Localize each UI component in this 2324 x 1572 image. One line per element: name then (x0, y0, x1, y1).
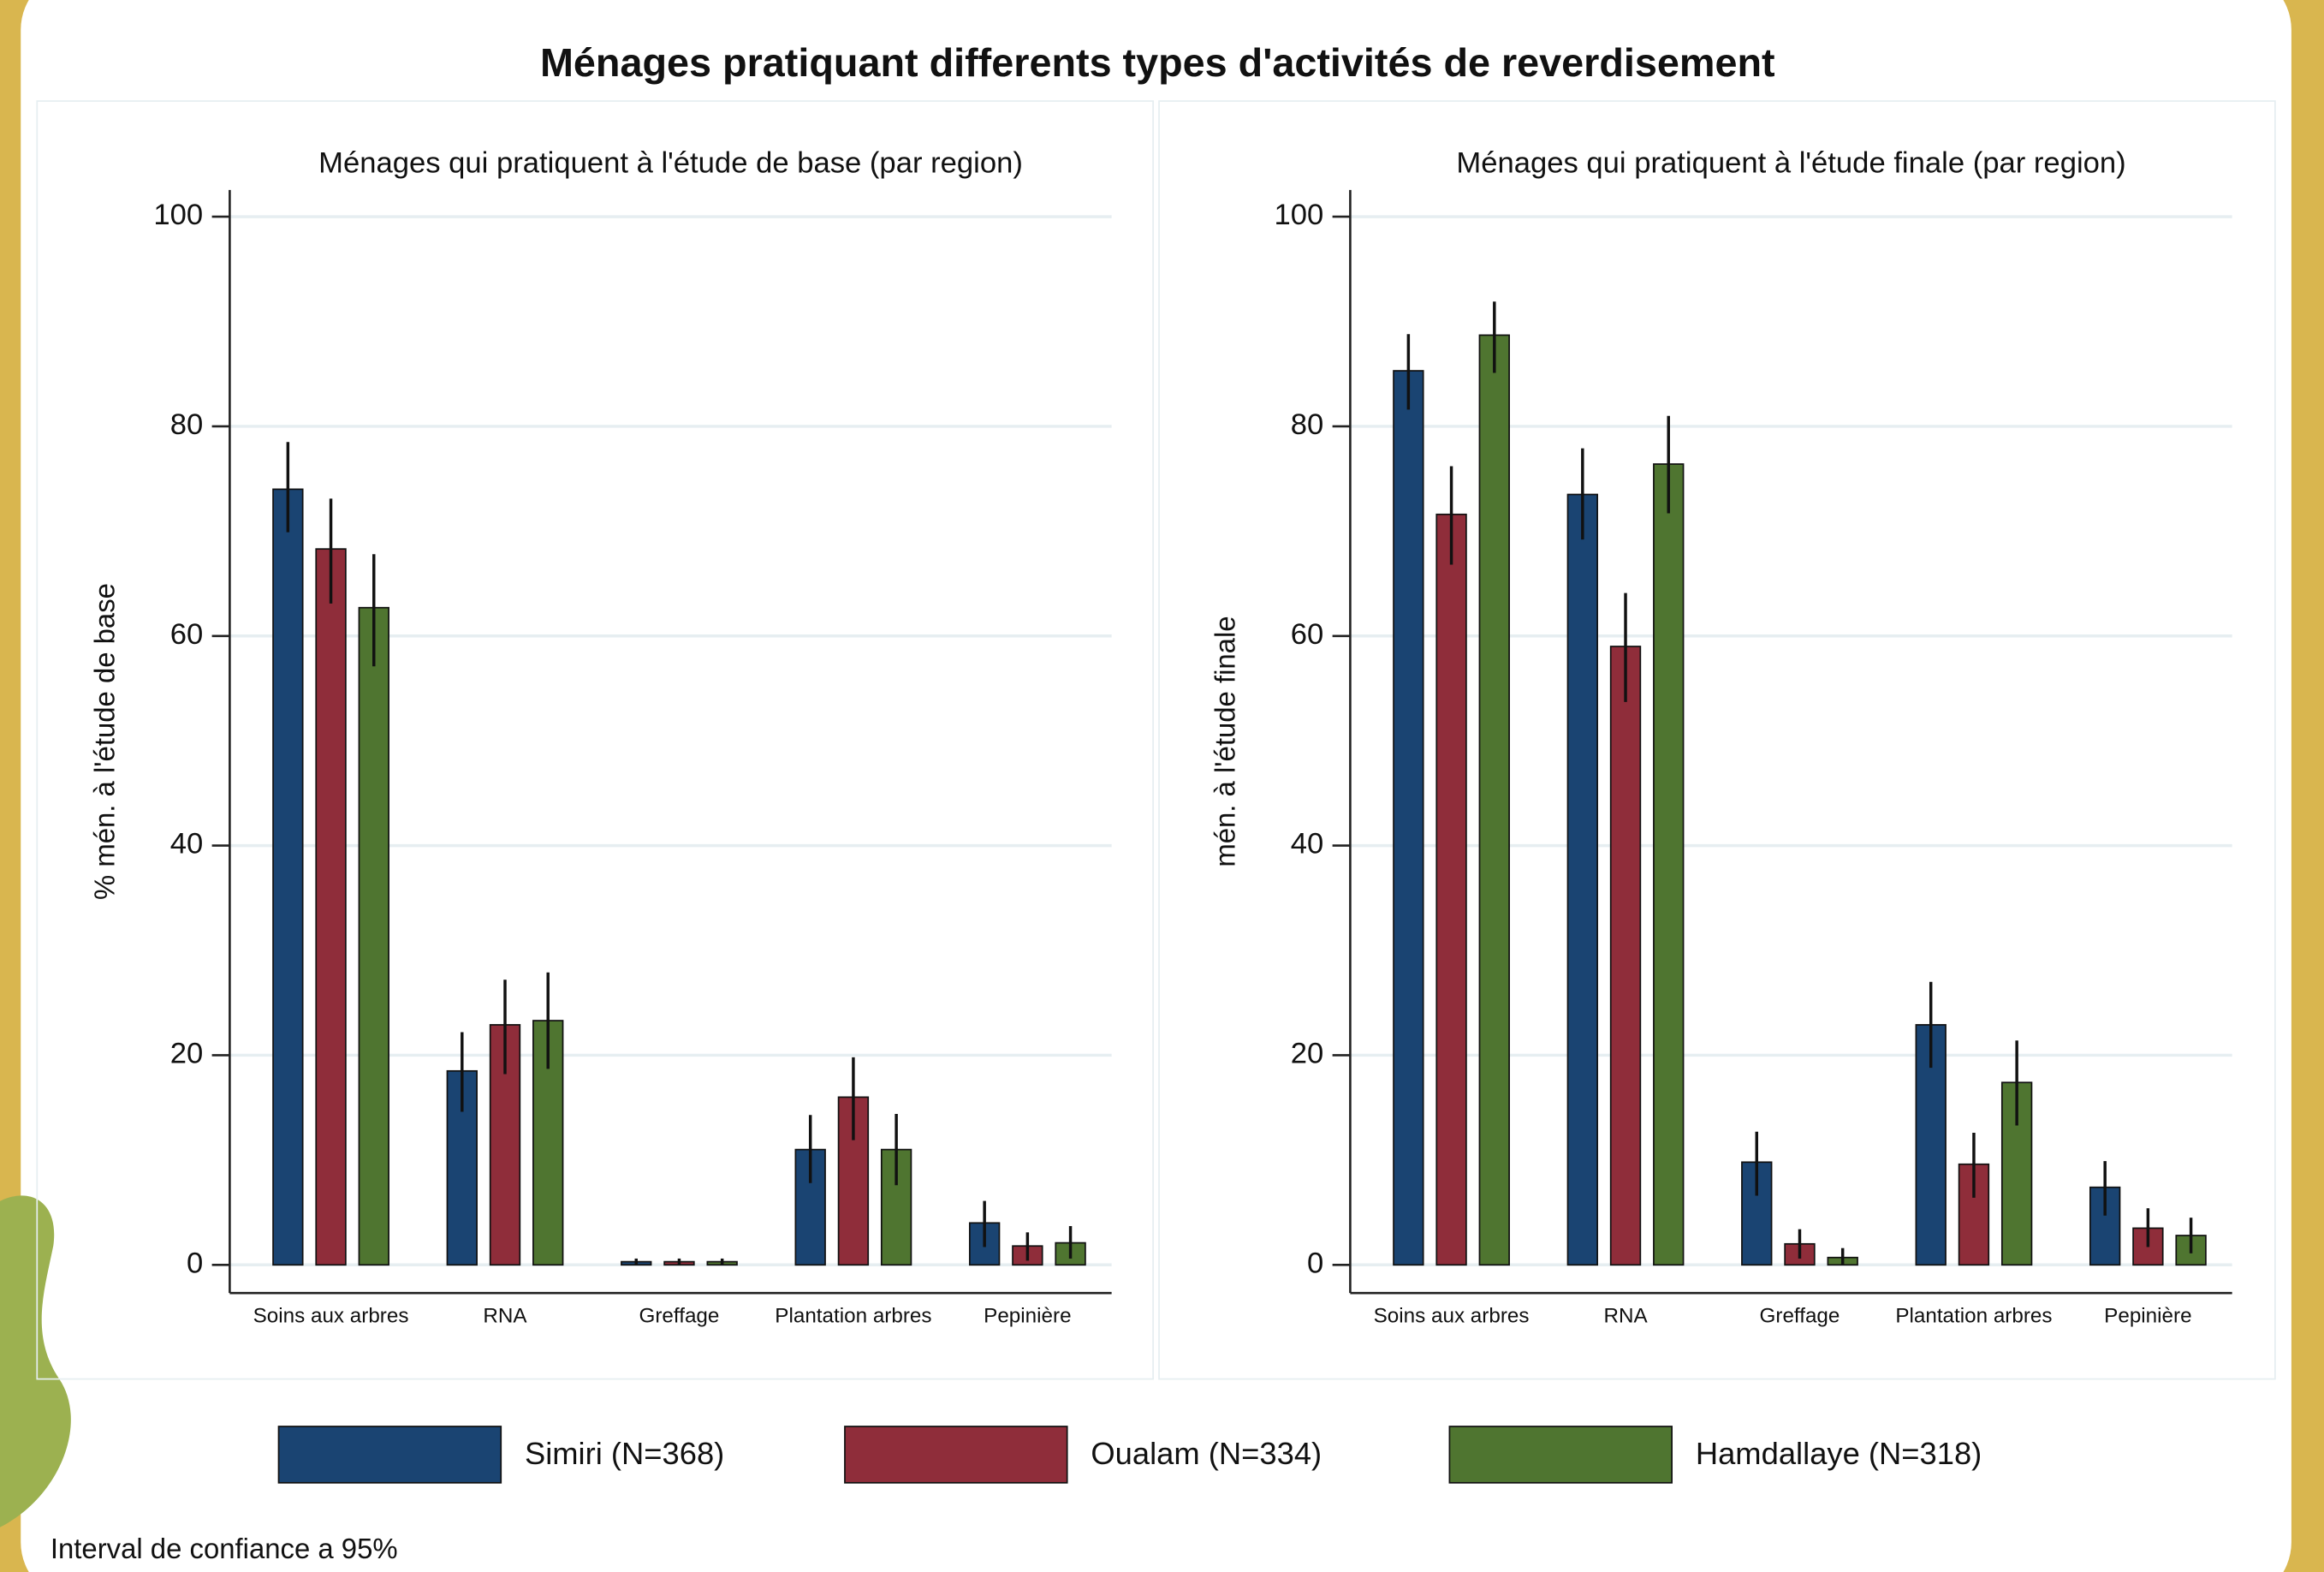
y-axis-title: mén. à l'étude finale (1209, 616, 1240, 866)
x-tick-label: Soins aux arbres (253, 1304, 409, 1327)
y-tick-label: 100 (153, 199, 203, 231)
bar (359, 608, 389, 1265)
subtitle: Ménages qui pratiquent à l'étude finale … (1456, 147, 2125, 180)
x-tick-label: Greffage (1760, 1304, 1840, 1327)
x-tick-label: Soins aux arbres (1374, 1304, 1530, 1327)
bar (1654, 464, 1684, 1265)
bar (1436, 515, 1466, 1265)
y-tick-label: 0 (187, 1247, 203, 1279)
legend-swatch (279, 1426, 502, 1483)
y-tick-label: 40 (170, 828, 204, 860)
x-tick-label: RNA (483, 1304, 527, 1327)
x-tick-label: Plantation arbres (775, 1304, 931, 1327)
y-axis-title: % mén. à l'étude de base (88, 583, 120, 900)
legend-label: Simiri (N=368) (525, 1436, 724, 1471)
page: {"title": "Ménages pratiquant differents… (0, 0, 2324, 1572)
x-tick-label: Pepinière (984, 1304, 1071, 1327)
y-tick-label: 20 (1291, 1038, 1324, 1070)
legend-swatch (1449, 1426, 1672, 1483)
y-tick-label: 40 (1291, 828, 1324, 860)
bar (1479, 335, 1509, 1265)
x-tick-label: Greffage (639, 1304, 720, 1327)
subtitle: Ménages qui pratiquent à l'étude de base… (318, 147, 1023, 180)
y-tick-label: 60 (1291, 618, 1324, 651)
legend-label: Hamdallaye (N=318) (1696, 1436, 1982, 1471)
x-tick-label: Pepinière (2104, 1304, 2191, 1327)
y-tick-label: 0 (1307, 1247, 1323, 1279)
bar (1567, 495, 1597, 1265)
bar (1394, 371, 1424, 1265)
y-tick-label: 80 (170, 408, 204, 441)
x-tick-label: RNA (1603, 1304, 1648, 1327)
y-tick-label: 80 (1291, 408, 1324, 441)
chart: Ménages pratiquant differents types d'ac… (0, 0, 2324, 1572)
x-tick-label: Plantation arbres (1895, 1304, 2052, 1327)
bar (316, 549, 346, 1265)
bar (1611, 646, 1641, 1265)
legend-label: Oualam (N=334) (1091, 1436, 1322, 1471)
y-tick-label: 100 (1274, 199, 1323, 231)
legend-swatch (845, 1426, 1067, 1483)
y-tick-label: 20 (170, 1038, 204, 1070)
chart-title: Ménages pratiquant differents types d'ac… (540, 40, 1775, 85)
y-tick-label: 60 (170, 618, 204, 651)
bar (273, 489, 303, 1265)
note: Interval de confiance a 95% (51, 1533, 398, 1564)
